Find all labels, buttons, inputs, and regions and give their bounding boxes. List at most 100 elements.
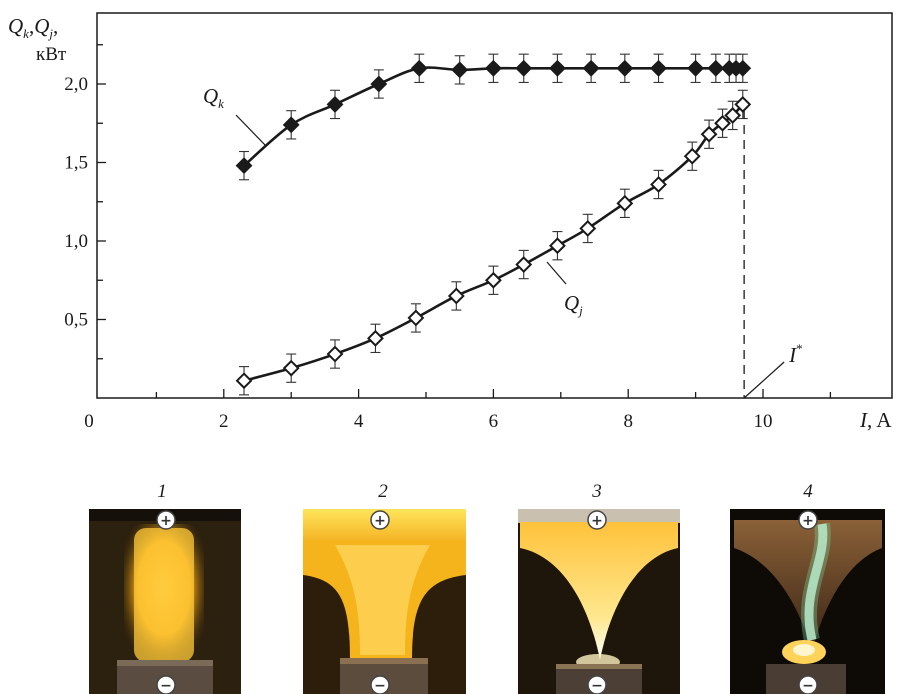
electrode-sign-text: +	[802, 513, 814, 529]
qj-point	[549, 231, 566, 261]
open-diamond-marker	[484, 271, 502, 289]
photo-label-3: 3	[591, 481, 602, 502]
qj-point	[326, 339, 344, 369]
electrode-ring	[798, 510, 818, 530]
qj-point	[683, 141, 701, 171]
open-diamond-marker	[616, 194, 634, 212]
y-axis-q1: Q	[8, 14, 23, 38]
photo-2: 2	[303, 481, 466, 694]
x-tick-label: 10	[754, 411, 773, 432]
electrode-sign-text: −	[802, 678, 814, 694]
y-axis-sub1: k	[23, 26, 29, 41]
qk-point	[650, 53, 667, 83]
qk-point	[326, 89, 344, 120]
open-diamond-marker	[326, 345, 344, 363]
photo-strip: 1 2 3 4	[89, 481, 885, 694]
electrode-ring	[370, 510, 390, 530]
x-tick-label: 0	[84, 411, 94, 432]
electrode-plus-icon: +	[798, 510, 818, 530]
electrode-minus-icon: −	[798, 675, 818, 694]
electrode-sign-text: −	[374, 678, 386, 694]
y-tick-label: 2,0	[64, 74, 88, 95]
electrode-ring	[156, 675, 176, 694]
qj-point	[734, 89, 752, 120]
electrode-minus-icon: −	[587, 675, 607, 694]
qk-point	[484, 53, 502, 83]
photo-4: 4	[730, 481, 885, 694]
filled-diamond-marker	[410, 59, 428, 77]
qj-point	[724, 100, 742, 131]
open-diamond-marker	[714, 114, 731, 132]
filled-diamond-marker	[616, 59, 634, 77]
electrode-ring	[587, 675, 607, 694]
qj-point	[515, 249, 533, 280]
y-tick-label: 1,0	[64, 231, 88, 252]
open-diamond-marker	[549, 237, 566, 255]
x-tick-label: 6	[489, 411, 499, 432]
qk-point	[282, 110, 300, 140]
svg-text:I*: I*	[788, 341, 803, 367]
qk-point	[235, 150, 253, 181]
open-diamond-marker	[407, 309, 425, 327]
x-axis-unit: A	[876, 408, 892, 432]
open-diamond-marker	[579, 220, 597, 237]
x-tick-label: 2	[219, 411, 229, 432]
qk-point	[451, 55, 469, 85]
qj-point	[235, 366, 253, 396]
y-axis-sep: ,	[29, 14, 34, 38]
filled-diamond-marker	[582, 59, 600, 77]
filled-diamond-marker	[734, 59, 752, 77]
electrode-ring	[587, 510, 607, 530]
qk-point	[687, 53, 705, 83]
svg-text:Qj: Qj	[564, 291, 583, 318]
plot-frame	[96, 12, 893, 399]
filled-diamond-marker	[707, 59, 725, 77]
qj-point	[282, 353, 300, 383]
open-diamond-marker	[650, 176, 667, 193]
qk-point	[616, 53, 634, 83]
electrode-sign-text: +	[160, 513, 172, 529]
y-axis-ticks: 0,5 1,0 1,5 2,0	[64, 44, 106, 360]
open-diamond-marker	[367, 329, 384, 347]
open-diamond-marker	[515, 256, 533, 273]
x-axis-title: I, A	[859, 408, 892, 432]
photo-label-2: 2	[378, 481, 388, 502]
curve-qj	[243, 103, 744, 382]
filled-diamond-marker	[650, 59, 667, 77]
qj-point	[714, 108, 731, 138]
critical-current-annotation: I*	[743, 110, 803, 399]
electrode-minus-icon: −	[156, 675, 176, 694]
electrode-signs: + − + − + − + −	[156, 510, 818, 694]
qk-point	[515, 53, 533, 83]
photo-label-4: 4	[803, 481, 813, 502]
filled-diamond-marker	[282, 116, 300, 134]
electrode-plus-icon: +	[587, 510, 607, 530]
qj-point	[700, 119, 718, 149]
open-diamond-marker	[235, 372, 253, 390]
open-diamond-marker	[700, 125, 718, 143]
qk-point	[370, 69, 388, 99]
filled-diamond-marker	[451, 61, 469, 79]
filled-diamond-marker	[515, 59, 533, 77]
series-label-qj: Qj	[546, 261, 583, 318]
y-tick-label: 0,5	[64, 310, 88, 331]
x-tick-label: 4	[354, 411, 364, 432]
photo-1: 1	[89, 481, 241, 694]
open-diamond-marker	[734, 95, 752, 113]
electrode-sign-text: +	[374, 513, 386, 529]
qk-point	[734, 53, 752, 83]
y-axis-unit: кВт	[36, 44, 67, 65]
qk-point	[410, 53, 428, 83]
electrode-ring	[798, 675, 818, 694]
qj-point	[579, 213, 597, 244]
x-tick-label: 8	[623, 411, 633, 432]
photo-label-1: 1	[157, 481, 167, 502]
qj-point	[407, 303, 425, 333]
electrode-minus-icon: −	[370, 675, 390, 694]
y-axis-sep2: ,	[53, 14, 58, 38]
y-axis-title: Qk,Qj, кВт	[8, 14, 67, 65]
qj-point	[447, 281, 465, 311]
series-label-qk: Qk	[203, 84, 267, 147]
filled-diamond-marker	[687, 59, 705, 77]
qj-point	[650, 169, 667, 200]
